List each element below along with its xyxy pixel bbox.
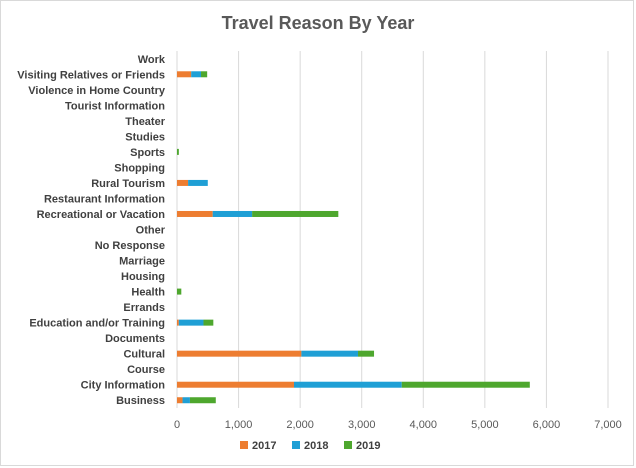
bar-education-and-or-training-2018 xyxy=(178,319,204,326)
category-labels: Work Visiting Relatives or Friends Violenc… xyxy=(17,54,166,407)
bar-sports-2019 xyxy=(177,148,179,155)
category-label: Errands xyxy=(123,302,165,314)
bar-cultural-2019 xyxy=(358,350,375,357)
bar-city-information-2019 xyxy=(401,381,530,388)
bars xyxy=(177,71,530,404)
category-label: Health xyxy=(131,287,165,299)
category-label: Housing xyxy=(121,271,165,283)
category-label: Visiting Relatives or Friends xyxy=(17,69,165,81)
category-label: Studies xyxy=(125,131,165,143)
bar-cultural-2017 xyxy=(177,350,302,357)
category-label: Tourist Information xyxy=(65,100,165,112)
bar-city-information-2018 xyxy=(293,381,402,388)
category-label: No Response xyxy=(95,240,165,252)
x-tick-label: 7,000 xyxy=(594,419,622,431)
bar-visiting-relatives-or-friends-2017 xyxy=(177,71,192,78)
x-tick-label: 2,000 xyxy=(286,419,314,431)
x-tick-label: 3,000 xyxy=(348,419,376,431)
category-label: Education and/or Training xyxy=(29,318,165,330)
category-label: Documents xyxy=(105,333,165,345)
category-label: Cultural xyxy=(123,349,165,361)
bar-recreational-or-vacation-2017 xyxy=(177,210,213,217)
category-label: Restaurant Information xyxy=(44,193,165,205)
legend-label-2019: 2019 xyxy=(356,440,380,452)
category-label: Sports xyxy=(130,147,165,159)
category-label: Violence in Home Country xyxy=(28,85,166,97)
legend-swatch-2019 xyxy=(344,441,352,449)
bar-visiting-relatives-or-friends-2019 xyxy=(201,71,208,78)
x-tick-label: 5,000 xyxy=(471,419,499,431)
bar-recreational-or-vacation-2019 xyxy=(252,210,339,217)
chart-title: Travel Reason By Year xyxy=(222,13,415,33)
x-tick-label: 1,000 xyxy=(225,419,253,431)
category-label: Other xyxy=(136,225,166,237)
category-label: Business xyxy=(116,395,165,407)
legend-label-2018: 2018 xyxy=(304,440,328,452)
bar-recreational-or-vacation-2018 xyxy=(212,210,253,217)
bar-visiting-relatives-or-friends-2018 xyxy=(191,71,202,78)
category-label: Work xyxy=(138,54,166,66)
gridlines xyxy=(176,51,609,408)
category-label: Recreational or Vacation xyxy=(37,209,166,221)
legend-swatch-2018 xyxy=(292,441,300,449)
category-label: Rural Tourism xyxy=(91,178,165,190)
legend: 2017 2018 2019 xyxy=(240,440,380,452)
bar-city-information-2017 xyxy=(177,381,294,388)
bar-education-and-or-training-2019 xyxy=(203,319,214,326)
category-label: Marriage xyxy=(119,256,165,268)
x-tick-labels: 0 1,000 2,000 3,000 4,000 5,000 6,000 7,000 xyxy=(174,419,622,431)
x-tick-label: 6,000 xyxy=(533,419,561,431)
category-label: Course xyxy=(127,364,165,376)
x-tick-label: 0 xyxy=(174,419,180,431)
bar-rural-tourism-2017 xyxy=(177,179,189,186)
bar-cultural-2018 xyxy=(301,350,359,357)
bar-business-2018 xyxy=(182,397,190,404)
bar-business-2017 xyxy=(177,397,183,404)
category-label: Shopping xyxy=(114,162,165,174)
category-label: Theater xyxy=(125,116,165,128)
bar-rural-tourism-2018 xyxy=(188,179,208,186)
bar-education-and-or-training-2017 xyxy=(177,319,179,326)
legend-swatch-2017 xyxy=(240,441,248,449)
bar-health-2019 xyxy=(177,288,182,295)
category-label: City Information xyxy=(81,380,166,392)
x-tick-label: 4,000 xyxy=(410,419,438,431)
bar-business-2019 xyxy=(189,397,216,404)
legend-label-2017: 2017 xyxy=(252,440,276,452)
